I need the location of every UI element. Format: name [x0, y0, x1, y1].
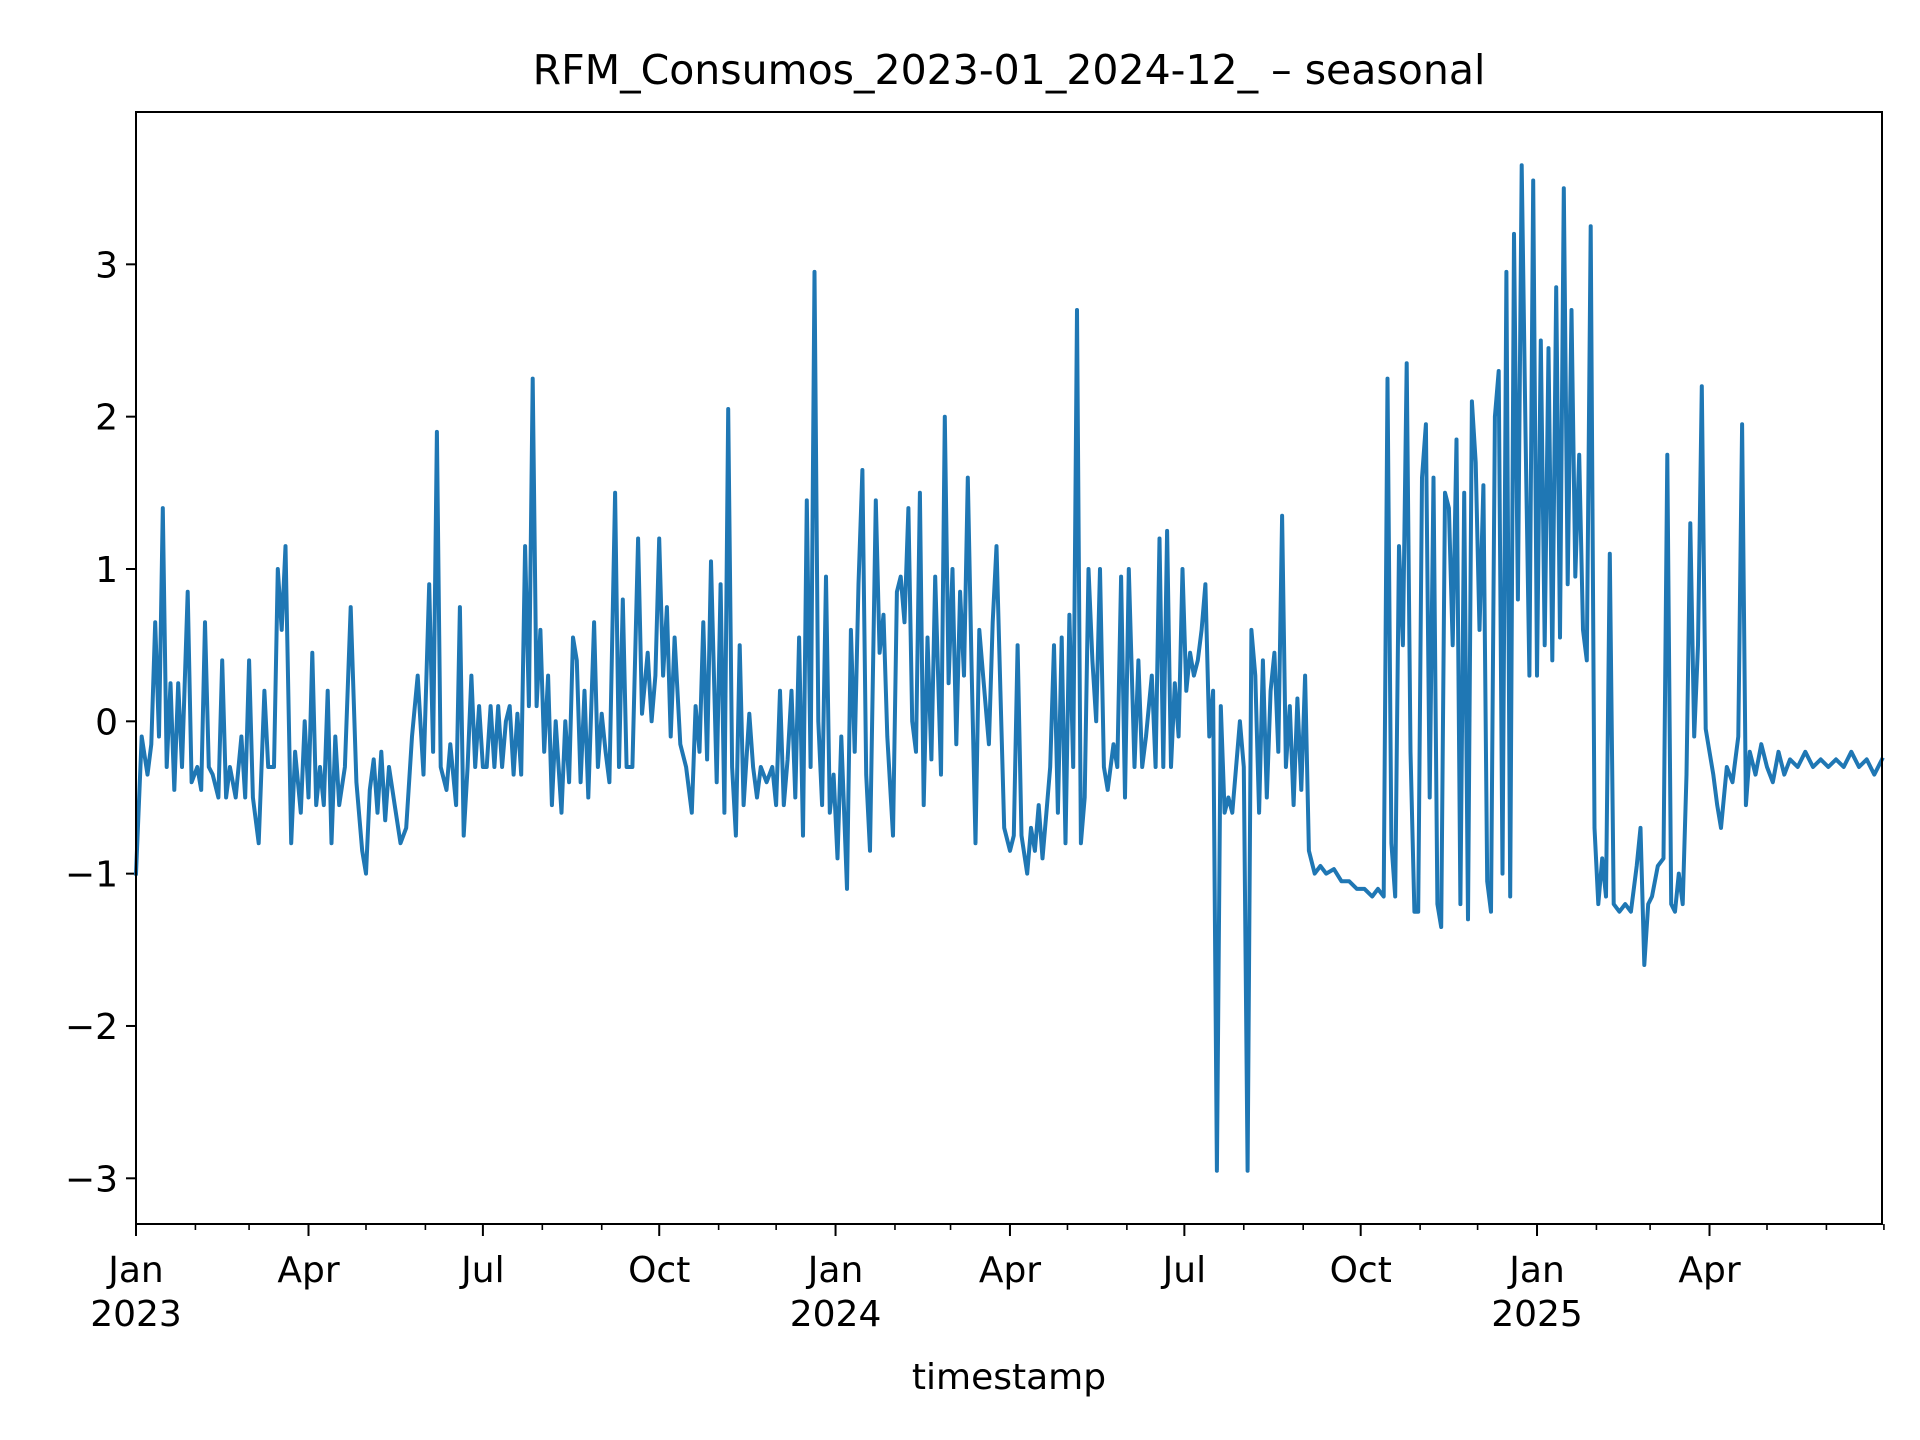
x-tick-label: Jul	[459, 1250, 504, 1291]
y-axis: −3 −2 −1 0 1 2 3	[65, 245, 136, 1200]
plot-area	[133, 163, 1885, 1173]
x-tick-label: Apr	[277, 1250, 339, 1291]
y-tick-label: 0	[95, 702, 118, 743]
y-tick-label: −3	[65, 1159, 118, 1200]
x-tick-year-label: 2023	[90, 1294, 182, 1335]
x-tick-label: Apr	[979, 1250, 1041, 1291]
x-axis-label: timestamp	[912, 1357, 1106, 1398]
x-tick-label: Oct	[1330, 1250, 1392, 1291]
x-tick-label: Jan	[1507, 1250, 1565, 1291]
x-tick-label: Jul	[1161, 1250, 1206, 1291]
y-tick-label: 2	[95, 398, 118, 439]
x-tick-label: Jan	[106, 1250, 164, 1291]
axes-frame	[135, 111, 1883, 1225]
y-tick-label: −1	[65, 855, 118, 896]
series-line	[133, 163, 1885, 1173]
x-tick-year-label: 2025	[1491, 1294, 1583, 1335]
x-tick-label: Oct	[628, 1250, 690, 1291]
x-tick-year-label: 2024	[790, 1294, 882, 1335]
y-tick-label: −2	[65, 1007, 118, 1048]
y-tick-label: 1	[95, 550, 118, 591]
chart-title: RFM_Consumos_2023-01_2024-12_ – seasonal	[533, 46, 1486, 94]
x-tick-label: Jan	[806, 1250, 864, 1291]
x-tick-label: Apr	[1678, 1250, 1740, 1291]
y-tick-label: 3	[95, 245, 118, 286]
